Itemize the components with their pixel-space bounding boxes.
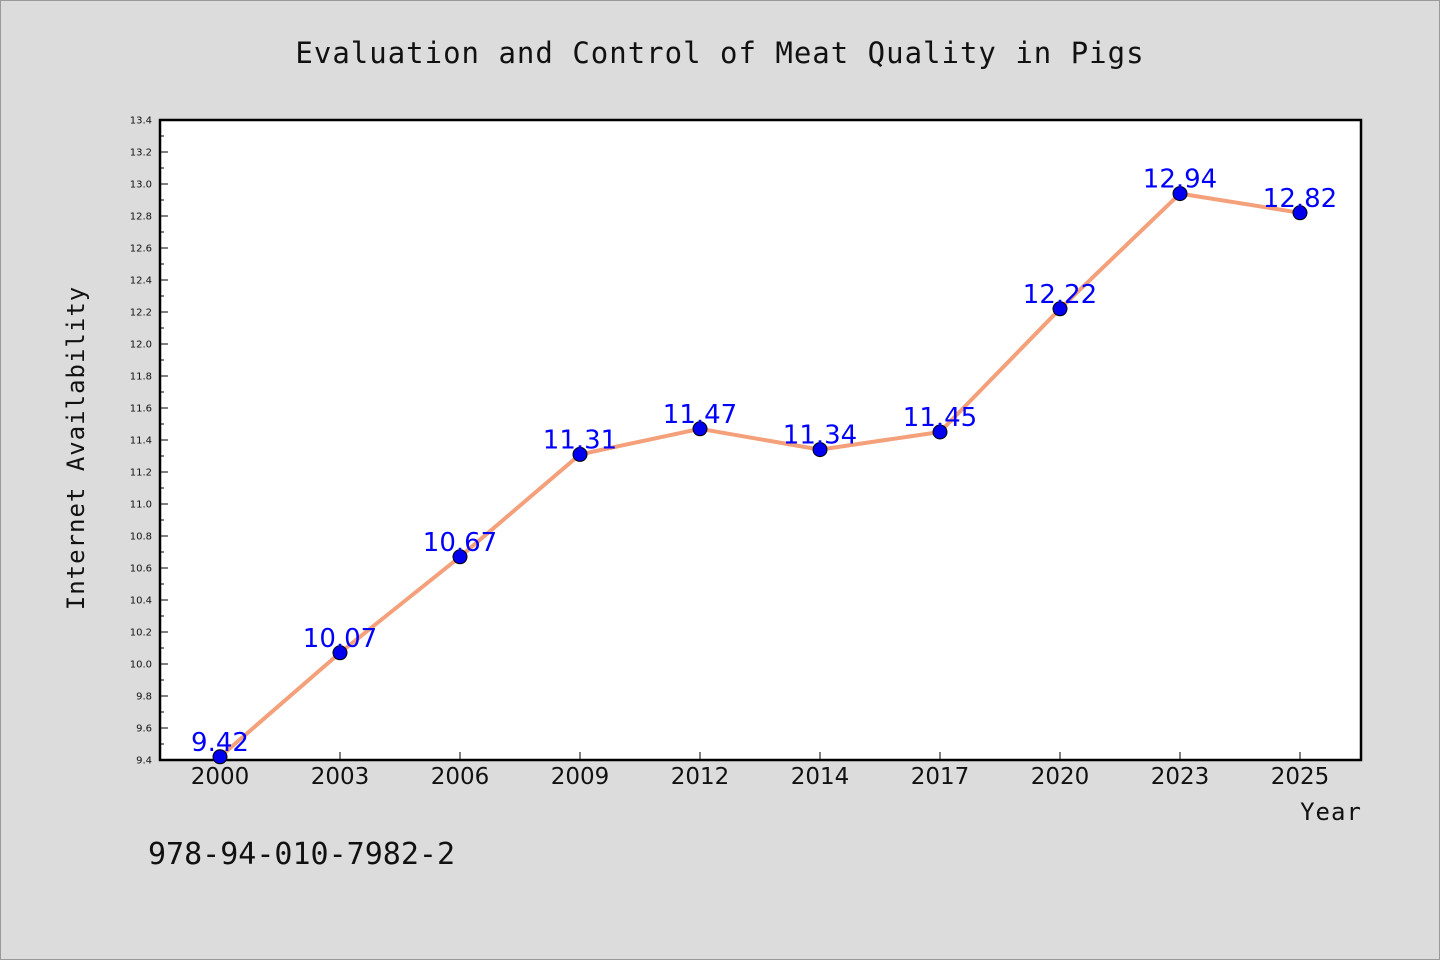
y-tick-label: 9.6 — [136, 724, 152, 735]
y-tick-label: 9.8 — [136, 692, 152, 703]
y-tick-label: 13.2 — [130, 148, 152, 159]
data-point-marker — [332, 645, 348, 661]
data-point-marker — [932, 424, 948, 440]
y-tick-label: 9.4 — [136, 756, 152, 767]
data-point-marker — [452, 549, 468, 565]
x-axis: 2000 2003 2006 2009 2012 2014 2017 2020 2023 2025 — [191, 752, 1330, 790]
y-tick-label: 12.8 — [130, 212, 152, 223]
data-label: 11.31 — [543, 425, 617, 455]
data-label: 9.42 — [191, 728, 249, 758]
y-axis-label: Internet Availability — [62, 286, 90, 610]
y-tick-label: 10.0 — [130, 660, 152, 671]
data-point-marker — [1172, 186, 1188, 202]
data-point-marker — [812, 442, 828, 458]
y-tick-label: 10.8 — [130, 532, 152, 543]
data-label: 10.07 — [303, 624, 377, 654]
data-label: 12.82 — [1263, 184, 1337, 214]
x-axis-label: Year — [1300, 798, 1362, 826]
chart-title: Evaluation and Control of Meat Quality i… — [295, 36, 1144, 70]
data-point-marker — [572, 446, 588, 462]
x-tick-label: 2025 — [1271, 764, 1330, 790]
data-label: 12.22 — [1023, 280, 1097, 310]
data-point-marker — [1292, 205, 1308, 221]
x-tick-label: 2014 — [791, 764, 850, 790]
y-axis: 9.4 9.6 9.8 10.0 10.2 10.4 10.6 10.8 11.0 11.2 11.… — [130, 116, 168, 767]
y-tick-label: 12.0 — [130, 340, 152, 351]
series-line-group: 9.42 10.07 10.67 11.31 11.47 11.34 11.45 12.22 1… — [191, 165, 1337, 765]
data-label: 11.45 — [903, 403, 977, 433]
y-tick-label: 13.4 — [130, 116, 152, 127]
x-tick-label: 2003 — [311, 764, 370, 790]
data-label: 11.47 — [663, 400, 737, 430]
y-tick-label: 11.0 — [130, 500, 152, 511]
series-line — [218, 191, 1301, 759]
isbn-text: 978-94-010-7982-2 — [148, 837, 455, 872]
y-tick-label: 12.4 — [130, 276, 152, 287]
y-tick-label: 11.2 — [130, 468, 152, 479]
x-tick-label: 2009 — [551, 764, 610, 790]
x-tick-label: 2023 — [1151, 764, 1210, 790]
y-tick-label: 11.6 — [130, 404, 152, 415]
data-label: 11.34 — [783, 421, 857, 451]
x-tick-label: 2020 — [1031, 764, 1090, 790]
data-point-marker — [212, 749, 228, 765]
x-tick-label: 2017 — [911, 764, 970, 790]
y-tick-label: 10.2 — [130, 628, 152, 639]
x-tick-label: 2012 — [671, 764, 730, 790]
y-tick-label: 13.0 — [130, 180, 152, 191]
y-tick-label: 11.8 — [130, 372, 152, 383]
data-label: 12.94 — [1143, 165, 1217, 195]
data-label: 10.67 — [423, 528, 497, 558]
data-point-marker — [1052, 301, 1068, 317]
y-tick-label: 10.4 — [130, 596, 152, 607]
y-tick-label: 10.6 — [130, 564, 152, 575]
y-tick-label: 11.4 — [130, 436, 152, 447]
x-tick-label: 2006 — [431, 764, 490, 790]
data-point-marker — [692, 421, 708, 437]
y-tick-label: 12.6 — [130, 244, 152, 255]
x-tick-label: 2000 — [191, 764, 250, 790]
y-tick-label: 12.2 — [130, 308, 152, 319]
